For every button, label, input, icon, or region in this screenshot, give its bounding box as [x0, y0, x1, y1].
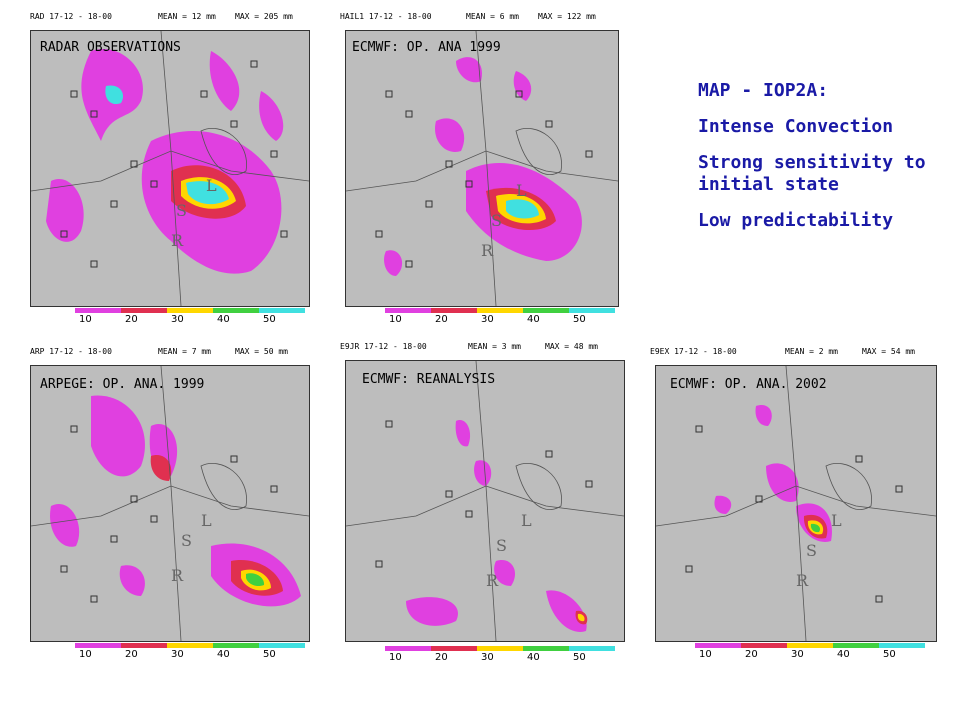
color-legend: 10 20 30 40 50: [655, 643, 935, 660]
title-line: Intense Convection: [698, 116, 894, 137]
header-mean: MEAN = 7 mm: [158, 347, 211, 356]
header-run: ARP 17-12 - 18-00: [30, 347, 112, 356]
legend-tick: 20: [125, 649, 138, 660]
legend-bar-1: [75, 308, 121, 313]
legend-tick: 30: [171, 314, 184, 325]
precip-map: S R L: [345, 360, 625, 642]
legend-tick: 30: [481, 314, 494, 325]
map-label-s: S: [496, 536, 507, 555]
title-line: Strong sensitivity to initial state: [698, 152, 926, 195]
header-run: HAIL1 17-12 - 18-00: [340, 12, 432, 21]
panel-header: HAIL1 17-12 - 18-00 MEAN = 6 mm MAX = 12…: [340, 10, 620, 28]
header-max: MAX = 205 mm: [235, 12, 293, 21]
header-mean: MEAN = 2 mm: [785, 347, 838, 356]
panel-ecmwf-op-1999: HAIL1 17-12 - 18-00 MEAN = 6 mm MAX = 12…: [340, 10, 620, 335]
map-label-r: R: [171, 231, 184, 250]
legend-tick: 30: [481, 652, 494, 663]
color-legend: 10 20 30 40 50: [345, 308, 615, 325]
panel-header: E9JR 17-12 - 18-00 MEAN = 3 mm MAX = 48 …: [340, 340, 625, 358]
map-label-s: S: [806, 541, 817, 560]
map-label-s: S: [181, 531, 192, 550]
map-label-l: L: [516, 181, 527, 200]
precip-map-svg: S R L: [31, 31, 309, 306]
legend-tick: 40: [837, 649, 850, 660]
header-max: MAX = 48 mm: [545, 342, 598, 351]
legend-tick: 40: [217, 649, 230, 660]
precip-map-svg: S R L: [656, 366, 936, 641]
map-label-l: L: [201, 511, 212, 530]
panel-caption: ECMWF: OP. ANA 1999: [352, 40, 501, 55]
legend-tick: 10: [389, 652, 402, 663]
map-label-l: L: [831, 511, 842, 530]
map-label-r: R: [481, 241, 494, 260]
header-max: MAX = 50 mm: [235, 347, 288, 356]
panel-arpege: ARP 17-12 - 18-00 MEAN = 7 mm MAX = 50 m…: [30, 345, 312, 670]
precip-map: S R L: [30, 30, 310, 307]
legend-bar-3: [167, 308, 213, 313]
map-label-l: L: [521, 511, 532, 530]
precip-map-svg: S R L: [346, 361, 624, 641]
map-label-r: R: [796, 571, 809, 590]
precip-map: S R L: [30, 365, 310, 642]
header-max: MAX = 54 mm: [862, 347, 915, 356]
header-run: E9JR 17-12 - 18-00: [340, 342, 427, 351]
header-max: MAX = 122 mm: [538, 12, 596, 21]
header-mean: MEAN = 3 mm: [468, 342, 521, 351]
legend-bar-2: [121, 308, 167, 313]
panel-header: E9EX 17-12 - 18-00 MEAN = 2 mm MAX = 54 …: [650, 345, 940, 363]
precip-map-svg: S R L: [31, 366, 309, 641]
panel-ecmwf-op-2002: E9EX 17-12 - 18-00 MEAN = 2 mm MAX = 54 …: [650, 345, 940, 670]
map-label-s: S: [491, 211, 502, 230]
panel-caption: ARPEGE: OP. ANA. 1999: [40, 377, 205, 392]
precip-map: S R L: [345, 30, 619, 307]
header-run: E9EX 17-12 - 18-00: [650, 347, 737, 356]
legend-tick: 10: [79, 314, 92, 325]
legend-tick: 50: [263, 649, 276, 660]
panel-header: RAD 17-12 - 18-00 MEAN = 12 mm MAX = 205…: [30, 10, 312, 28]
legend-tick: 20: [125, 314, 138, 325]
legend-tick: 20: [435, 652, 448, 663]
legend-tick: 20: [745, 649, 758, 660]
title-block: MAP - IOP2A: Intense Convection Strong s…: [698, 80, 948, 246]
panel-caption: RADAR OBSERVATIONS: [40, 40, 181, 55]
map-label-r: R: [171, 566, 184, 585]
legend-tick: 30: [171, 649, 184, 660]
legend-tick: 10: [79, 649, 92, 660]
title-line: Low predictability: [698, 210, 894, 231]
color-legend: 10 20 30 40 50: [35, 643, 305, 660]
legend-tick: 50: [573, 652, 586, 663]
header-mean: MEAN = 6 mm: [466, 12, 519, 21]
legend-tick: 50: [883, 649, 896, 660]
color-legend: 10 20 30 40 50: [345, 646, 620, 663]
legend-tick: 40: [527, 314, 540, 325]
panel-radar: RAD 17-12 - 18-00 MEAN = 12 mm MAX = 205…: [30, 10, 312, 335]
panel-header: ARP 17-12 - 18-00 MEAN = 7 mm MAX = 50 m…: [30, 345, 312, 363]
map-label-r: R: [486, 571, 499, 590]
legend-tick: 30: [791, 649, 804, 660]
title-heading: MAP - IOP2A:: [698, 80, 829, 101]
color-legend: 10 20 30 40 50: [35, 308, 305, 325]
map-label-l: L: [206, 176, 217, 195]
legend-tick: 20: [435, 314, 448, 325]
header-run: RAD 17-12 - 18-00: [30, 12, 112, 21]
legend-tick: 40: [527, 652, 540, 663]
legend-bar-5: [259, 308, 305, 313]
map-label-s: S: [176, 201, 187, 220]
legend-bar-4: [213, 308, 259, 313]
panel-caption: ECMWF: REANALYSIS: [362, 372, 496, 387]
precip-map: S R L: [655, 365, 937, 642]
panel-ecmwf-reanalysis: E9JR 17-12 - 18-00 MEAN = 3 mm MAX = 48 …: [340, 340, 625, 670]
legend-tick: 10: [699, 649, 712, 660]
legend-tick: 50: [263, 314, 276, 325]
legend-tick: 10: [389, 314, 402, 325]
header-mean: MEAN = 12 mm: [158, 12, 216, 21]
panel-caption: ECMWF: OP. ANA. 2002: [670, 377, 827, 392]
legend-tick: 40: [217, 314, 230, 325]
legend-tick: 50: [573, 314, 586, 325]
precip-map-svg: S R L: [346, 31, 618, 306]
